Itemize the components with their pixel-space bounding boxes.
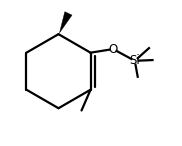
Text: O: O <box>108 43 118 56</box>
Polygon shape <box>60 12 72 33</box>
Text: Si: Si <box>129 54 140 67</box>
